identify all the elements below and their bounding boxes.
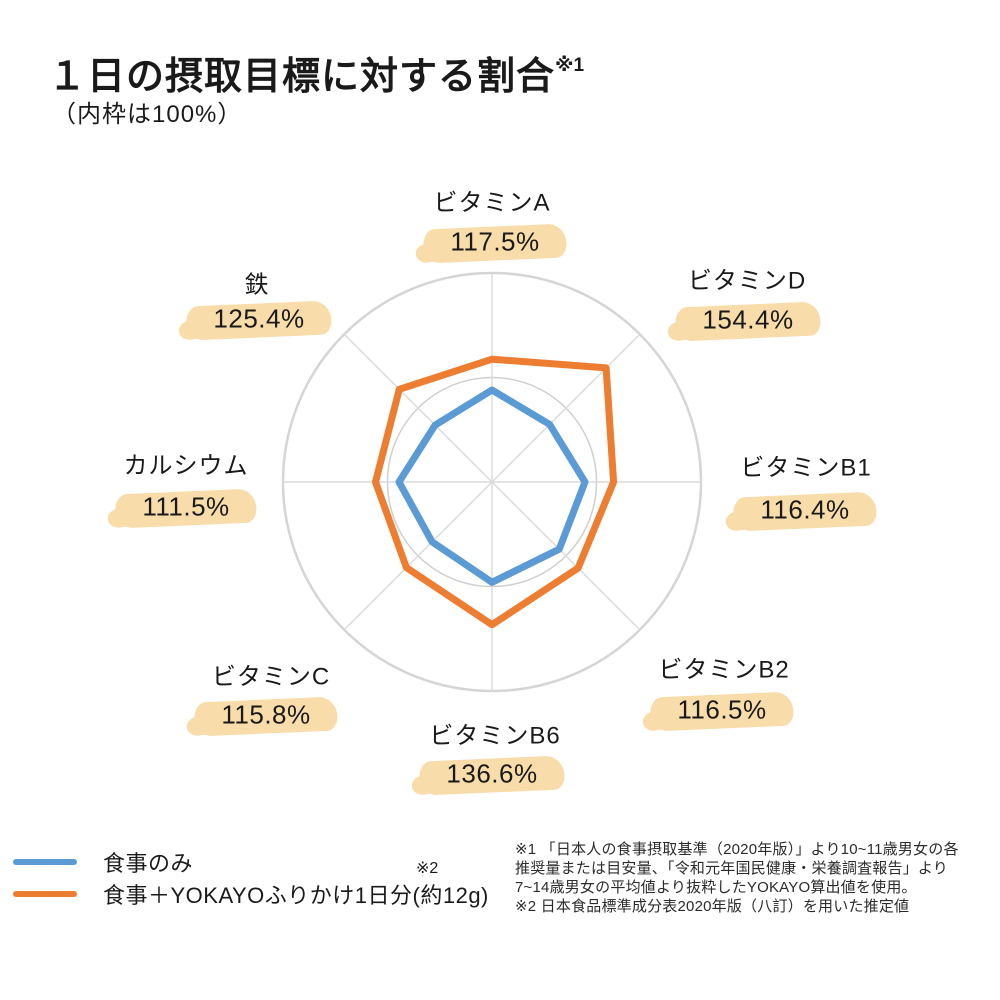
radar-series-meal-only (395, 386, 589, 586)
page-title: １日の摂取目標に対する割合※1 (48, 55, 584, 100)
legend-label: 食事＋YOKAYOふりかけ1日分(約12g) (103, 883, 489, 908)
legend-swatch-line (13, 859, 77, 865)
axis-value-label: 136.6% (446, 758, 538, 789)
footnote-line: 7~14歳男女の平均値より抜粋したYOKAYO算出値を使用。 (515, 879, 917, 896)
legend-swatch-line (13, 891, 77, 897)
legend-item-meal-plus-furikake: 食事＋YOKAYOふりかけ1日分(約12g) (13, 878, 489, 910)
radar-grid-spoke (491, 333, 641, 483)
footnote-line: ※1 「日本人の食事摂取基準（2020年版）」より10~11歳男女の各 (515, 841, 959, 858)
radar-grid-spoke (343, 481, 493, 631)
legend-item-meal-only: 食事のみ (13, 846, 193, 878)
legend-footnote-ref: ※2 (416, 860, 439, 877)
axis-value-label: 111.5% (142, 491, 230, 522)
axis-value-label: 116.4% (760, 494, 850, 525)
axis-value-label: 116.5% (677, 694, 767, 725)
radar-series-meal-plus-furikake (372, 355, 618, 629)
axis-category-label: 鉄 (244, 271, 270, 299)
axis-category-label: カルシウム (123, 452, 249, 480)
axis-category-label: ビタミンD (687, 267, 807, 295)
axis-value-label: 115.8% (221, 699, 311, 730)
footnote-line: ※2 日本食品標準成分表2020年版（八訂）を用いた推定値 (515, 898, 910, 915)
page-subtitle: （内枠は100%） (52, 101, 243, 128)
legend-label: 食事のみ (103, 851, 194, 876)
axis-value-label: 154.4% (702, 304, 794, 335)
radar-plot-svg (281, 271, 703, 693)
axis-category-label: ビタミンB6 (429, 722, 561, 750)
axis-category-label: ビタミンB1 (740, 454, 872, 482)
radar-grid-spoke (343, 333, 493, 483)
footnote-line: 推奨量または目安量、「令和元年国民健康・栄養調査報告」より (515, 860, 949, 877)
title-footnote-ref: ※1 (555, 55, 585, 77)
axis-category-label: ビタミンA (433, 189, 551, 217)
axis-value-label: 117.5% (450, 226, 540, 257)
axis-category-label: ビタミンB2 (658, 656, 790, 684)
page-title-text: １日の摂取目標に対する割合 (48, 56, 556, 99)
radar-grid-spoke (491, 481, 641, 631)
axis-category-label: ビタミンC (211, 663, 331, 691)
footnotes: ※1 「日本人の食事摂取基準（2020年版）」より10~11歳男女の各 推奨量ま… (515, 840, 993, 916)
axis-value-label: 125.4% (213, 303, 305, 334)
